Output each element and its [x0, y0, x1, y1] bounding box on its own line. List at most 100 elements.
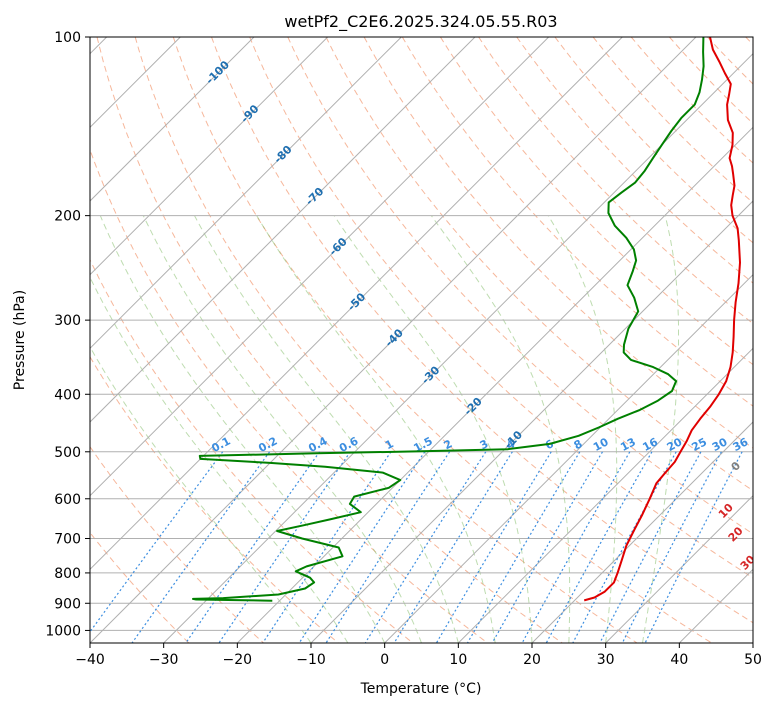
- isotherm-line: [310, 200, 753, 643]
- y-tick-label: 600: [54, 492, 81, 508]
- isotherm-line: [90, 37, 697, 643]
- moist-adiabat-line: [90, 345, 312, 643]
- x-tick-label: 0: [380, 652, 389, 668]
- dry-adiabat-line: [439, 37, 753, 366]
- isotherm-line: [457, 347, 753, 643]
- mixing-ratio-line: [393, 451, 513, 643]
- isotherm-line: [384, 273, 753, 643]
- moist-adiabat-line: [90, 276, 349, 643]
- mixing-ratio-line: [364, 451, 487, 643]
- isotherm-line: [90, 37, 623, 571]
- isotherm-line: [90, 37, 402, 350]
- mixing-ratio-line: [599, 451, 702, 643]
- x-tick-label: 20: [523, 652, 541, 668]
- isotherm-label: -90: [238, 102, 261, 125]
- isotherm-line: [678, 568, 753, 643]
- y-tick-label: 800: [54, 566, 81, 582]
- mixing-ratio-line: [262, 451, 392, 643]
- mixing-ratio-line: [90, 451, 224, 633]
- mixing-ratio-line: [545, 451, 653, 643]
- isotherm-label: -80: [271, 143, 294, 166]
- dry-adiabat-line: [90, 445, 264, 643]
- moist-adiabat-line: [333, 215, 533, 643]
- dry-adiabat-line: [90, 258, 414, 643]
- moist-adiabat-line: [194, 215, 459, 643]
- y-tick-label: 1000: [45, 623, 81, 639]
- background-lines: [90, 37, 753, 643]
- y-tick-label: 300: [54, 313, 81, 329]
- mixing-ratio-line: [466, 451, 581, 643]
- dewpoint-profile-line: [192, 37, 705, 602]
- dry-adiabat-line: [325, 37, 753, 492]
- dry-adiabat-label: 20: [726, 524, 746, 544]
- y-axis-label: Pressure (hPa): [12, 290, 28, 390]
- isotherm-line: [605, 494, 753, 643]
- y-tick-label: 500: [54, 445, 81, 461]
- y-tick-label: 400: [54, 387, 81, 403]
- dry-adiabat-line: [554, 37, 753, 244]
- y-tick-label: 700: [54, 532, 81, 548]
- dry-adiabat-line: [90, 355, 339, 643]
- mixing-ratio-label: 25: [689, 435, 709, 454]
- x-tick-label: −20: [223, 652, 253, 668]
- mixing-ratio-label: 10: [591, 435, 611, 454]
- moist-adiabat-line: [99, 215, 386, 643]
- x-tick-label: 10: [449, 652, 467, 668]
- dry-adiabat-line: [478, 37, 753, 325]
- mixing-ratio-line: [435, 451, 552, 643]
- x-axis: −40 −30 −20 −10 0 10 20 30 40 50: [75, 643, 762, 668]
- dry-adiabat-line: [96, 37, 563, 643]
- x-tick-label: 50: [744, 652, 762, 668]
- moist-adiabat-line: [547, 215, 618, 643]
- mixing-ratio-line: [491, 451, 604, 643]
- temperature-profile-line: [583, 37, 741, 602]
- dry-adiabat-line: [592, 37, 753, 204]
- y-tick-label: 200: [54, 209, 81, 225]
- x-tick-label: 30: [597, 652, 615, 668]
- dry-adiabat-label: 40: [757, 581, 775, 601]
- isotherm-line: [90, 37, 476, 423]
- dry-adiabat-label: 10: [716, 501, 736, 521]
- moist-adiabat-line: [256, 215, 496, 643]
- isotherm-line: [236, 126, 753, 643]
- mixing-ratio-line: [218, 451, 351, 643]
- isotherm-line: [531, 421, 753, 643]
- isotherm-line: [90, 37, 550, 497]
- dry-adiabat-line: [211, 37, 753, 624]
- isotherm-line: [90, 37, 329, 276]
- moist-adiabat-line: [142, 215, 422, 643]
- mixing-ratio-line: [572, 451, 677, 643]
- mixing-ratio-label: 36: [731, 435, 751, 454]
- mixing-ratio-label: 13: [618, 435, 638, 454]
- dry-adiabat-line: [669, 37, 753, 125]
- isoline-labels: 0.1 0.2 0.4 0.6 1 1.5 2 3 4 6 8 10 13 16 20 25 30 36-100-…: [203, 58, 775, 601]
- isotherm-line: [163, 52, 753, 643]
- mixing-ratio-label: 30: [710, 435, 730, 454]
- dry-adiabat-label: 0: [729, 459, 744, 474]
- chart-title: wetPf2_C2E6.2025.324.05.55.R03: [284, 12, 557, 32]
- dry-adiabat-line: [707, 37, 753, 85]
- isotherm-line: [90, 37, 255, 202]
- mixing-ratio-label: 20: [665, 435, 685, 454]
- dry-adiabat-label: 30: [738, 552, 758, 572]
- y-tick-label: 100: [54, 30, 81, 46]
- moist-adiabat-line: [430, 215, 571, 643]
- dry-adiabat-line: [745, 37, 753, 46]
- isotherm-label: -60: [327, 235, 350, 258]
- moist-adiabat-line: [642, 215, 679, 643]
- dry-adiabat-line: [249, 37, 753, 579]
- x-axis-label: Temperature (°C): [360, 681, 482, 697]
- dry-adiabat-line: [90, 531, 190, 643]
- profile-lines: [192, 37, 741, 602]
- mixing-ratio-label: 16: [640, 435, 660, 454]
- mixing-ratio-line: [644, 451, 743, 643]
- x-tick-label: −30: [149, 652, 179, 668]
- mixing-ratio-line: [298, 451, 426, 643]
- isotherm-line: [752, 642, 753, 643]
- dry-adiabat-line: [134, 37, 638, 643]
- y-axis: 100 200 300 400 500 600 700 800 900 1000: [45, 30, 90, 639]
- mixing-ratio-line: [325, 451, 451, 643]
- plot-frame: [89, 36, 754, 644]
- mixing-ratio-line: [621, 451, 722, 643]
